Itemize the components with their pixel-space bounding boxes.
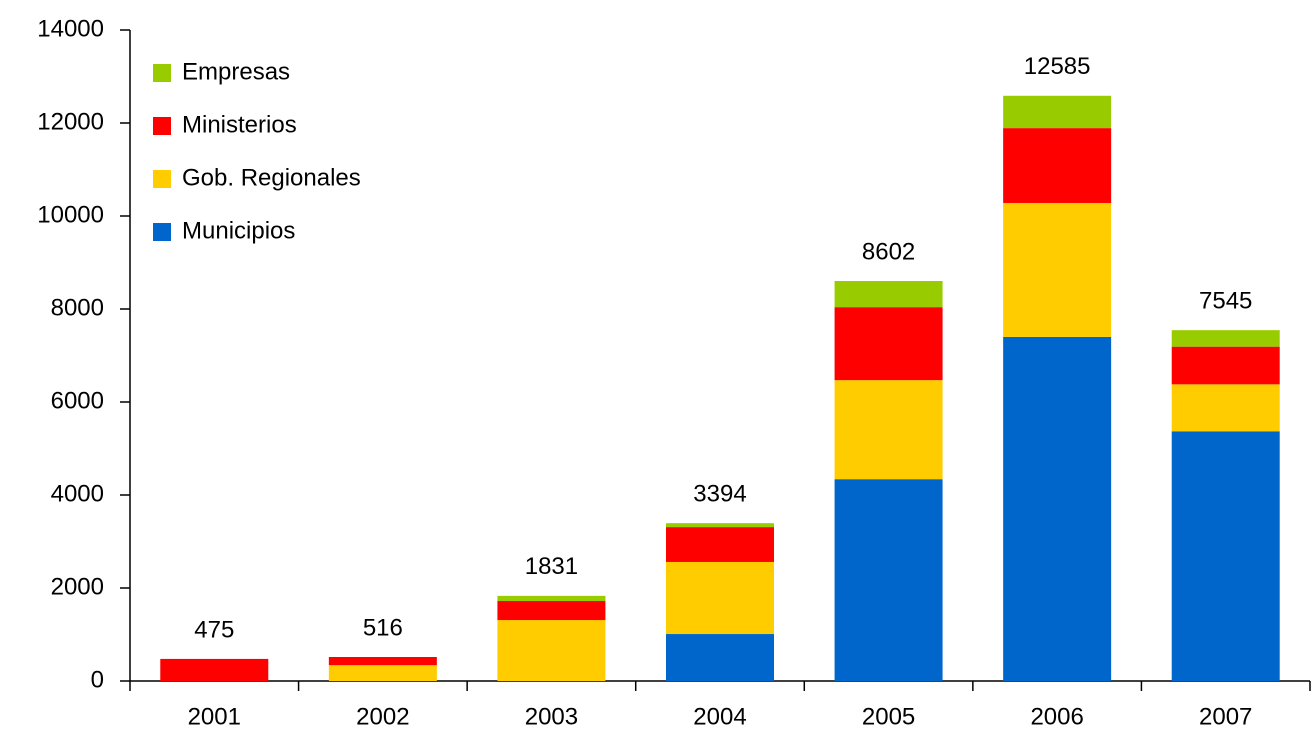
x-tick-label: 2006 [1030,703,1083,730]
legend-label: Ministerios [182,111,297,138]
total-label: 8602 [862,238,915,265]
y-tick-label: 10000 [37,201,104,228]
legend-label: Empresas [182,58,290,85]
y-tick-label: 8000 [51,294,104,321]
x-tick-label: 2007 [1199,703,1252,730]
bar-segment [497,601,606,621]
total-label: 7545 [1199,288,1252,315]
total-label: 475 [194,616,234,643]
bar-segment [328,657,437,666]
x-tick-label: 2005 [862,703,915,730]
y-tick-label: 14000 [37,15,104,42]
legend-swatch [153,117,171,135]
total-label: 516 [363,614,403,641]
bar-segment [1171,346,1280,385]
legend-swatch [153,223,171,241]
bar-segment [834,380,943,480]
legend-swatch [153,64,171,82]
y-tick-label: 12000 [37,108,104,135]
y-tick-label: 2000 [51,573,104,600]
bar-segment [328,665,437,681]
total-label: 1831 [525,553,578,580]
bar-segment [1171,431,1280,681]
bar-segment [497,595,606,602]
x-tick-label: 2003 [525,703,578,730]
bar-segment [666,634,774,681]
y-tick-label: 6000 [51,387,104,414]
total-label: 3394 [693,481,746,508]
bar-segment [834,307,943,381]
bar-segment [834,281,943,308]
bar-segment [1171,384,1280,432]
bar-segment [1003,202,1112,337]
bar-segment [1171,330,1280,347]
y-tick-label: 4000 [51,480,104,507]
bar-segment [160,658,269,681]
legend-swatch [153,170,171,188]
x-tick-label: 2002 [356,703,409,730]
bar-segment [666,523,774,528]
bar-segment [1003,128,1112,203]
bar-segment [497,620,606,681]
x-tick-label: 2004 [693,703,746,730]
bar-segment [1003,336,1112,681]
y-tick-label: 0 [91,666,104,693]
bar-segment [834,479,943,681]
total-label: 12585 [1024,53,1091,80]
legend-label: Gob. Regionales [182,164,361,191]
bar-segment [666,527,774,562]
x-tick-label: 2001 [188,703,241,730]
bar-segment [666,561,774,635]
legend-label: Municipios [182,217,295,244]
bar-segment [1003,95,1112,129]
